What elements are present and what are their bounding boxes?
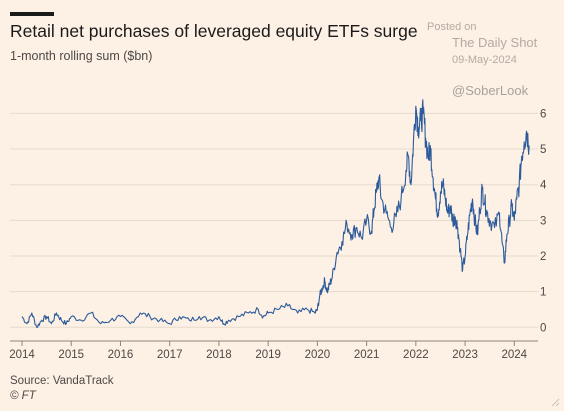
x-tick-label: 2024 (502, 349, 528, 361)
x-tick-label: 2017 (157, 349, 183, 361)
watermark-brand: The Daily Shot (452, 35, 538, 50)
source-note: Source: VandaTrack (10, 375, 114, 387)
watermark-handle: @SoberLook (452, 83, 529, 98)
watermark-posted: Posted on (427, 21, 477, 33)
y-tick-label: 1 (540, 287, 546, 299)
resize-corner-icon (551, 398, 560, 407)
y-tick-label: 0 (540, 322, 546, 334)
x-tick-label: 2020 (305, 349, 331, 361)
y-tick-label: 3 (540, 215, 546, 227)
y-tick-label: 2 (540, 251, 546, 263)
y-tick-label: 5 (540, 144, 546, 156)
x-tick-label: 2014 (9, 349, 35, 361)
x-tick-label: 2021 (354, 349, 380, 361)
y-axis-ticks: 0 1 2 3 4 5 6 (540, 108, 547, 334)
ft-credit: © FT (10, 390, 36, 402)
title-accent-bar (10, 12, 54, 16)
x-tick-label: 2022 (403, 349, 429, 361)
x-axis-ticks: 2014 2015 2016 2017 2018 2019 2020 2021 2022 2023… (9, 341, 528, 361)
grid-lines (10, 112, 538, 342)
watermark-date: 09-May-2024 (452, 54, 517, 66)
x-tick-label: 2018 (206, 349, 232, 361)
chart-subtitle: 1-month rolling sum ($bn) (10, 49, 153, 63)
chart-title: Retail net purchases of leveraged equity… (10, 21, 418, 41)
x-tick-label: 2016 (108, 349, 134, 361)
series-line-retail-net-purchases (21, 99, 530, 328)
x-tick-label: 2023 (452, 349, 478, 361)
x-tick-label: 2015 (58, 349, 84, 361)
y-tick-label: 4 (540, 180, 547, 192)
y-tick-label: 6 (540, 108, 546, 120)
x-tick-label: 2019 (255, 349, 281, 361)
